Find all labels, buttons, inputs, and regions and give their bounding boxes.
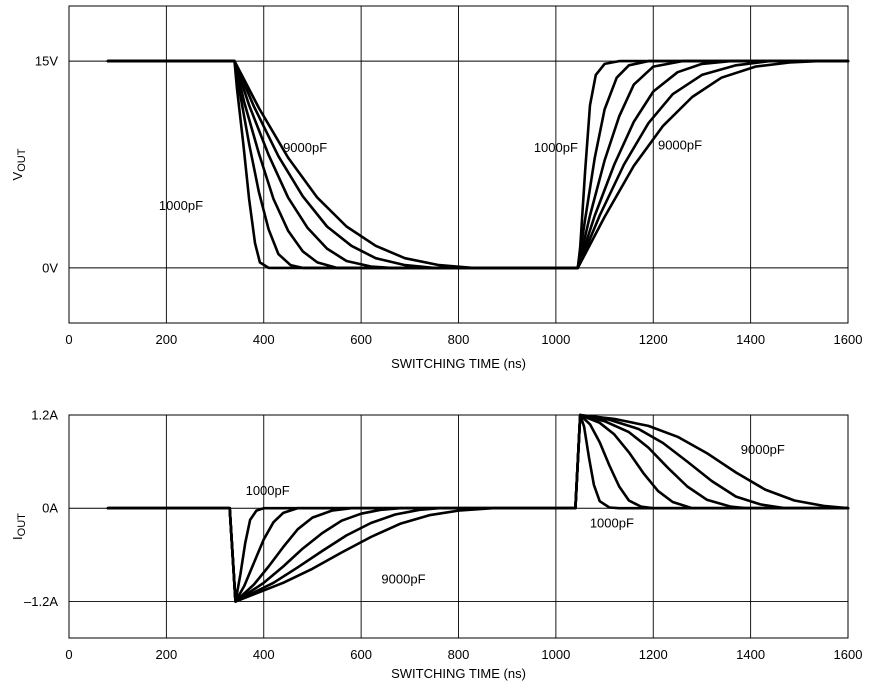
iout-y-tick-label: –1.2A — [24, 594, 58, 609]
iout-curve-annotation: 9000pF — [741, 442, 785, 457]
iout-x-tick-label: 1400 — [736, 647, 765, 662]
vout-curve-5 — [106, 59, 850, 270]
vout-plot-frame — [68, 5, 849, 324]
vout-y-tick-label: 15V — [35, 54, 58, 69]
vout-x-tick-label: 0 — [65, 332, 72, 347]
iout-curve-annotation: 1000pF — [246, 483, 290, 498]
vout-x-tick-label: 1400 — [736, 332, 765, 347]
iout-curve-annotation: 9000pF — [381, 572, 425, 587]
iout-x-tick-label: 400 — [253, 647, 275, 662]
iout-y-tick-label: 0A — [42, 501, 58, 516]
iout-y-axis-title-main: I — [10, 536, 25, 540]
iout-y-axis-title: IOUT — [10, 513, 28, 540]
iout-x-tick-label: 1600 — [834, 647, 863, 662]
iout-plot-frame — [68, 414, 849, 639]
vout-curve-6 — [106, 59, 850, 270]
vout-curve-2 — [106, 59, 850, 270]
vout-y-tick-label: 0V — [42, 260, 58, 275]
vout-curve-1 — [106, 59, 850, 270]
iout-x-tick-label: 1000 — [541, 647, 570, 662]
iout-y-tick-label: 1.2A — [31, 408, 58, 423]
vout-curve-annotation: 1000pF — [159, 198, 203, 213]
iout-curve-6 — [106, 413, 850, 603]
vout-x-tick-label: 1600 — [834, 332, 863, 347]
vout-curve-3 — [106, 59, 850, 270]
vout-curve-annotation: 1000pF — [534, 140, 578, 155]
iout-x-tick-label: 800 — [448, 647, 470, 662]
vout-x-tick-label: 800 — [448, 332, 470, 347]
vout-x-tick-label: 1000 — [541, 332, 570, 347]
vout-x-tick-label: 1200 — [639, 332, 668, 347]
iout-x-tick-label: 0 — [65, 647, 72, 662]
vout-y-axis-title: VOUT — [10, 148, 28, 180]
vout-curve-annotation: 9000pF — [658, 137, 702, 152]
top-chart-panel: 0 200 400 600 800 1000 1200 1400 1600 0V 15V SWITCH… — [10, 5, 863, 371]
vout-x-tick-label: 400 — [253, 332, 275, 347]
vout-x-tick-label: 600 — [350, 332, 372, 347]
vout-y-axis-title-sub: OUT — [16, 148, 28, 172]
vout-x-axis-title: SWITCHING TIME (ns) — [391, 356, 526, 371]
vout-curve-annotation: 9000pF — [283, 140, 327, 155]
vout-x-tick-label: 200 — [156, 332, 178, 347]
iout-x-tick-label: 1200 — [639, 647, 668, 662]
iout-x-tick-label: 600 — [350, 647, 372, 662]
iout-y-axis-title-sub: OUT — [16, 513, 28, 537]
vout-curve-4 — [106, 59, 850, 270]
vout-y-axis-title-main: V — [10, 171, 25, 180]
iout-x-axis-title: SWITCHING TIME (ns) — [391, 666, 526, 681]
iout-curve-annotation: 1000pF — [590, 516, 634, 531]
iout-x-tick-label: 200 — [156, 647, 178, 662]
bottom-chart-panel: 0 200 400 600 800 1000 1200 1400 1600 –1.2A 0A 1.2A… — [10, 408, 862, 682]
